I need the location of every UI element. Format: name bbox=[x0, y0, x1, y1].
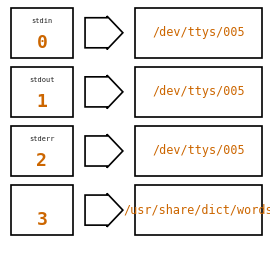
Text: stdout: stdout bbox=[29, 77, 55, 83]
FancyBboxPatch shape bbox=[11, 67, 73, 117]
FancyBboxPatch shape bbox=[11, 8, 73, 58]
Text: /dev/ttys/005: /dev/ttys/005 bbox=[152, 144, 245, 158]
FancyBboxPatch shape bbox=[135, 126, 262, 176]
Text: /dev/ttys/005: /dev/ttys/005 bbox=[152, 26, 245, 39]
Text: 2: 2 bbox=[36, 152, 47, 170]
Polygon shape bbox=[85, 75, 123, 108]
Text: 3: 3 bbox=[36, 211, 47, 229]
FancyBboxPatch shape bbox=[11, 126, 73, 176]
Text: stdin: stdin bbox=[31, 18, 52, 24]
Text: stderr: stderr bbox=[29, 136, 55, 142]
Text: 1: 1 bbox=[36, 93, 47, 111]
FancyBboxPatch shape bbox=[135, 8, 262, 58]
Polygon shape bbox=[85, 134, 123, 168]
Text: 0: 0 bbox=[36, 34, 47, 52]
Text: /usr/share/dict/words: /usr/share/dict/words bbox=[124, 204, 270, 217]
Polygon shape bbox=[85, 193, 123, 227]
FancyBboxPatch shape bbox=[135, 185, 262, 235]
Polygon shape bbox=[85, 16, 123, 49]
FancyBboxPatch shape bbox=[11, 185, 73, 235]
Text: /dev/ttys/005: /dev/ttys/005 bbox=[152, 85, 245, 98]
FancyBboxPatch shape bbox=[135, 67, 262, 117]
